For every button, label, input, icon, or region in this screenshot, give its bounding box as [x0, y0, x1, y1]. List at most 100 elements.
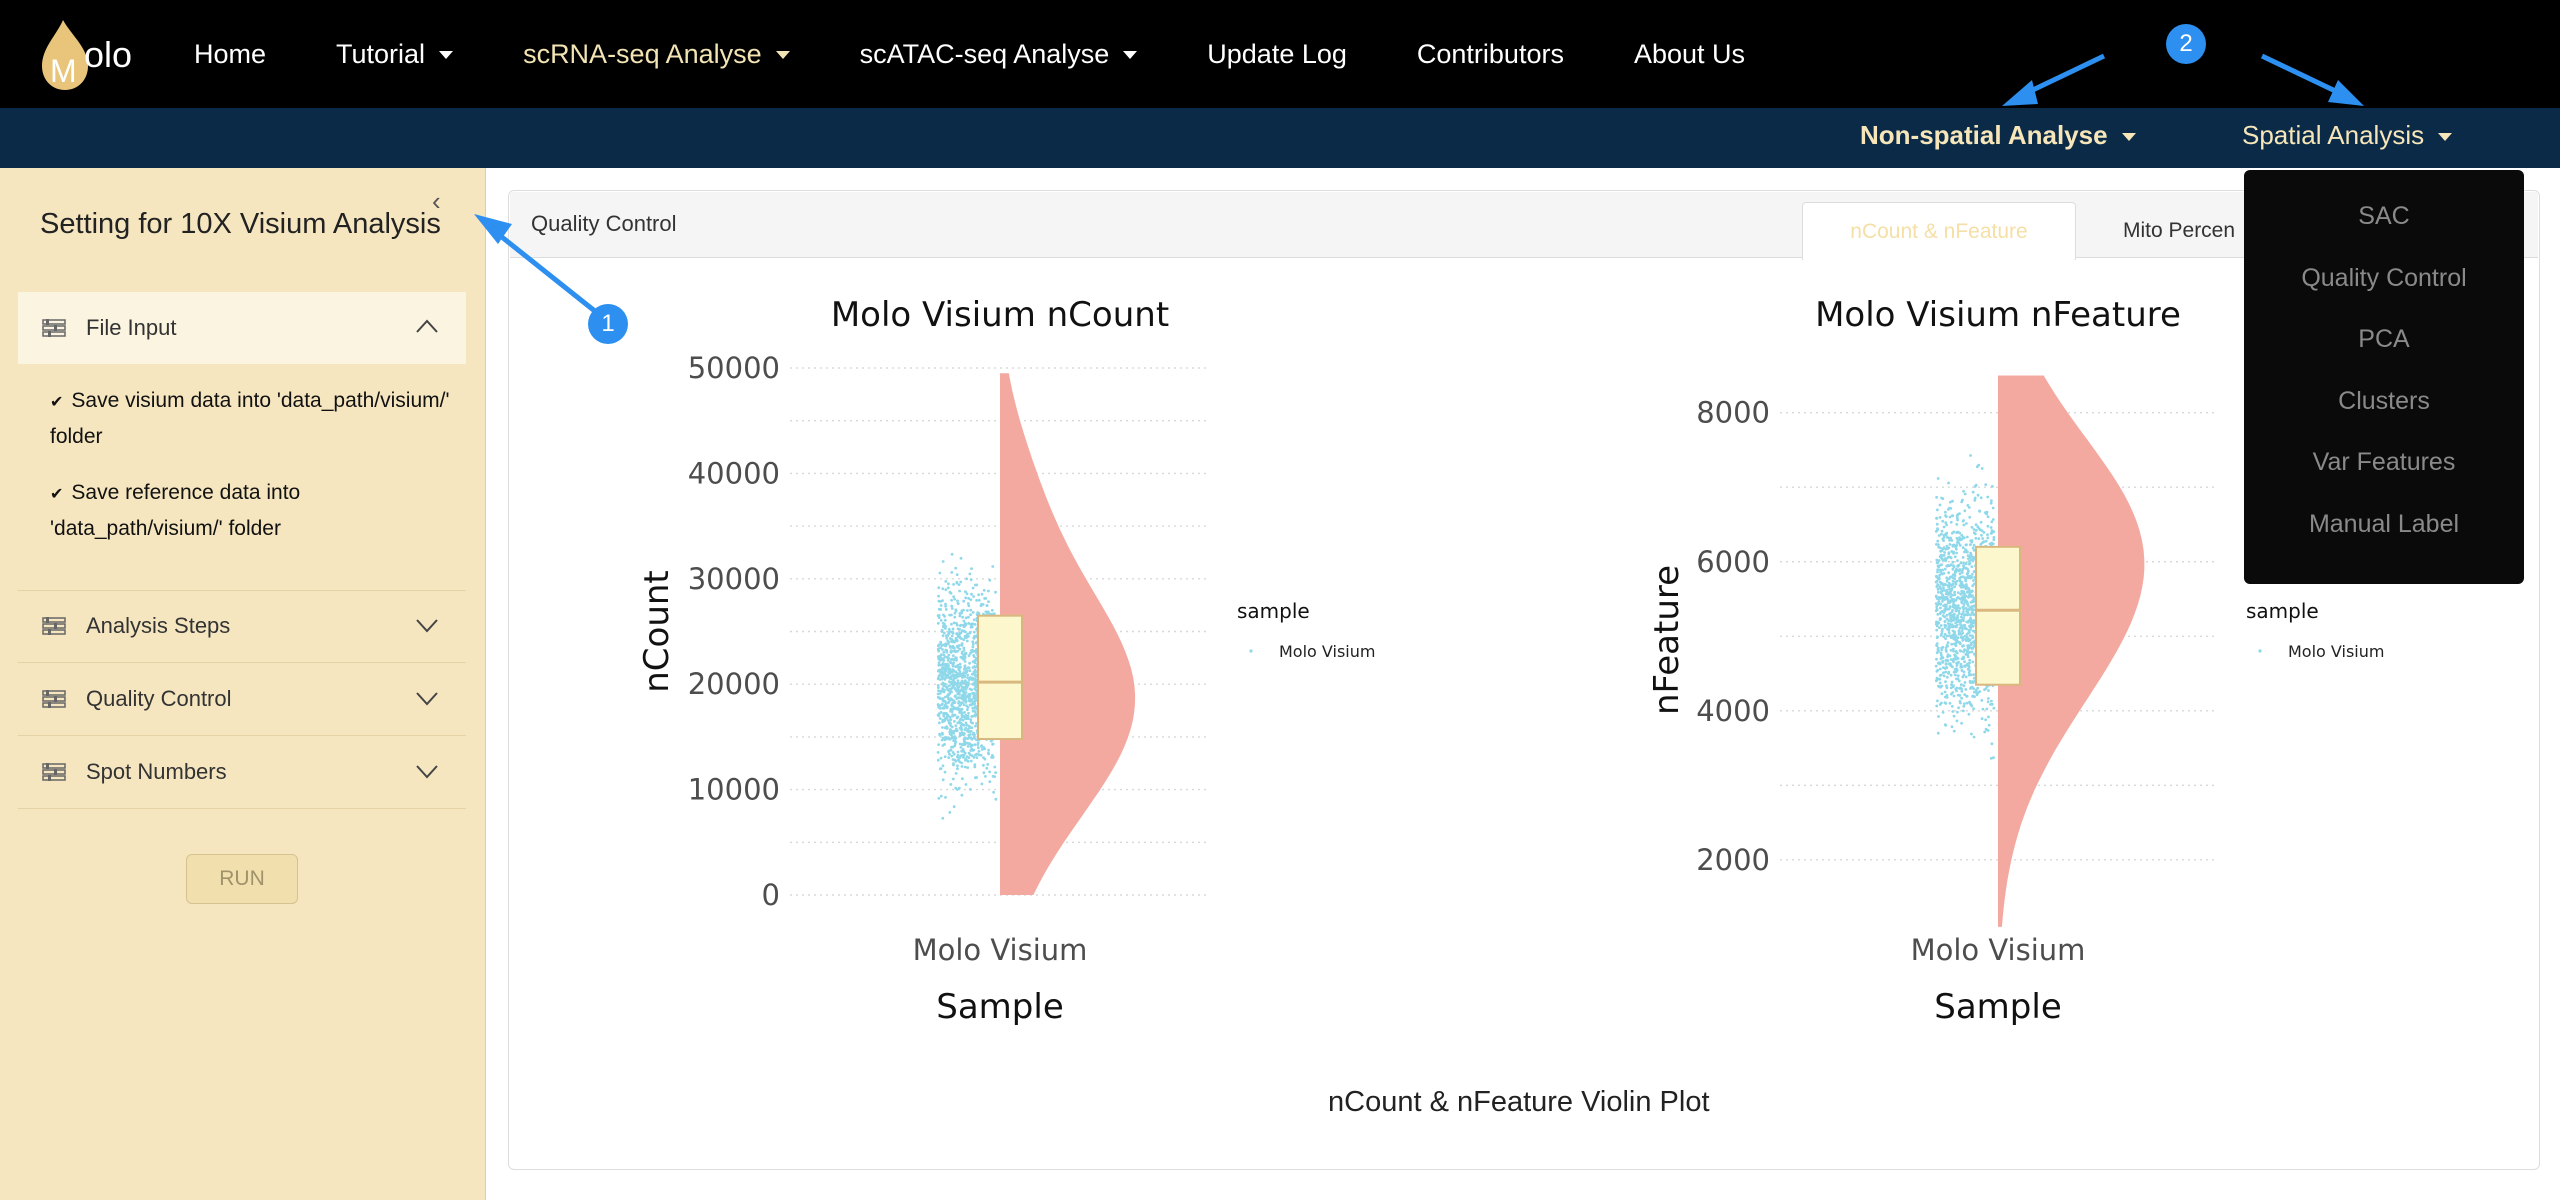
data-point [1936, 508, 1939, 512]
data-point [1958, 607, 1962, 610]
x-axis-label: Sample [936, 987, 1063, 1027]
data-point [1953, 635, 1957, 638]
data-point [1960, 584, 1963, 588]
accordion-header[interactable]: Quality Control [18, 663, 466, 735]
molo-logo[interactable]: M [36, 14, 146, 94]
data-point [991, 774, 995, 778]
data-point [963, 728, 967, 732]
data-point [951, 674, 954, 678]
nav-item-scatac-seq-analyse[interactable]: scATAC-seq Analyse [860, 39, 1138, 70]
data-point [1979, 520, 1983, 524]
accordion-header[interactable]: Spot Numbers [18, 736, 466, 808]
non-spatial-menu[interactable]: Non-spatial Analyse [1860, 120, 2136, 151]
spatial-menu[interactable]: Spatial Analysis [2242, 120, 2453, 151]
data-point [994, 590, 997, 594]
data-point [1991, 506, 1995, 510]
data-point [1944, 637, 1947, 640]
data-point [1944, 662, 1948, 665]
chart-title: Molo Visium nFeature [1815, 295, 2181, 335]
data-point [1964, 549, 1968, 552]
nav-item-home[interactable]: Home [194, 39, 266, 70]
data-point [947, 582, 950, 586]
data-point [941, 560, 945, 563]
nav-item-contributors[interactable]: Contributors [1417, 39, 1564, 70]
data-point [1943, 595, 1946, 599]
data-point [964, 721, 968, 725]
dropdown-item-manual-label[interactable]: Manual Label [2308, 509, 2460, 538]
data-point [1966, 620, 1970, 624]
data-point [1935, 642, 1939, 646]
data-point [944, 676, 947, 679]
dropdown-item-sac[interactable]: SAC [2358, 202, 2410, 230]
data-point [961, 711, 964, 715]
dropdown-item-quality-control[interactable]: Quality Control [2301, 263, 2467, 292]
data-point [946, 705, 949, 709]
accordion-header-file-input[interactable]: File Input [18, 292, 466, 364]
data-point [969, 608, 973, 612]
data-point [954, 694, 957, 698]
accordion-header[interactable]: Analysis Steps [18, 590, 466, 662]
data-point [1946, 547, 1949, 550]
nav-item-update-log[interactable]: Update Log [1207, 39, 1347, 70]
data-point [977, 612, 981, 615]
data-point [941, 816, 945, 820]
data-point [965, 639, 969, 643]
data-point [1959, 561, 1963, 565]
tab-ncount-nfeature[interactable]: nCount & nFeature [1802, 202, 2076, 260]
data-point [954, 707, 958, 710]
data-point [1970, 595, 1973, 598]
data-point [965, 708, 969, 712]
data-point [970, 567, 973, 570]
data-point [1937, 576, 1941, 579]
tab-mito-percent[interactable]: Mito Percen [2123, 219, 2236, 242]
data-point [939, 711, 943, 714]
data-point [944, 624, 947, 628]
data-point [940, 663, 944, 667]
data-point [1974, 528, 1978, 532]
data-point [941, 732, 944, 736]
logo-text[interactable]: olo [84, 34, 133, 75]
data-point [1964, 583, 1968, 586]
nav-item-scrna-seq-analyse[interactable]: scRNA-seq Analyse [523, 39, 790, 70]
data-point [971, 682, 975, 686]
data-point [1973, 498, 1977, 502]
dropdown-item-clusters[interactable]: Clusters [2338, 386, 2430, 415]
data-point [1949, 595, 1953, 599]
data-point [954, 670, 958, 674]
data-point [980, 748, 984, 751]
data-point [949, 718, 953, 722]
data-point [1971, 619, 1975, 623]
data-point [956, 599, 959, 603]
nav-item-tutorial[interactable]: Tutorial [336, 39, 454, 70]
dropdown-item-var-features[interactable]: Var Features [2312, 448, 2456, 476]
data-point [1971, 584, 1975, 588]
data-point [1966, 655, 1970, 658]
data-point [1963, 693, 1967, 696]
dropdown-item-pca[interactable]: PCA [2358, 325, 2410, 353]
data-point [964, 630, 967, 634]
check-icon: ✔ [50, 486, 64, 503]
data-point [1965, 535, 1969, 539]
collapse-sidebar-icon[interactable]: ‹ [432, 186, 441, 216]
data-point [952, 732, 956, 735]
data-point [937, 586, 941, 590]
data-point [1962, 607, 1966, 611]
data-point [964, 679, 967, 682]
data-point [942, 714, 946, 718]
data-point [1969, 623, 1973, 626]
data-point [968, 753, 972, 757]
data-point [1972, 548, 1976, 552]
data-point [941, 718, 945, 722]
data-point [962, 755, 965, 759]
data-point [1987, 689, 1990, 692]
data-point [956, 649, 959, 653]
data-point [1959, 683, 1963, 687]
data-point [959, 623, 963, 627]
nav-item-about-us[interactable]: About Us [1634, 39, 1745, 70]
run-button[interactable]: RUN [186, 854, 298, 904]
data-point [1937, 597, 1941, 600]
accordion-analysis-steps: Analysis Steps [18, 590, 466, 663]
data-point [1983, 688, 1986, 691]
data-point [1946, 659, 1950, 663]
data-point [963, 711, 966, 714]
